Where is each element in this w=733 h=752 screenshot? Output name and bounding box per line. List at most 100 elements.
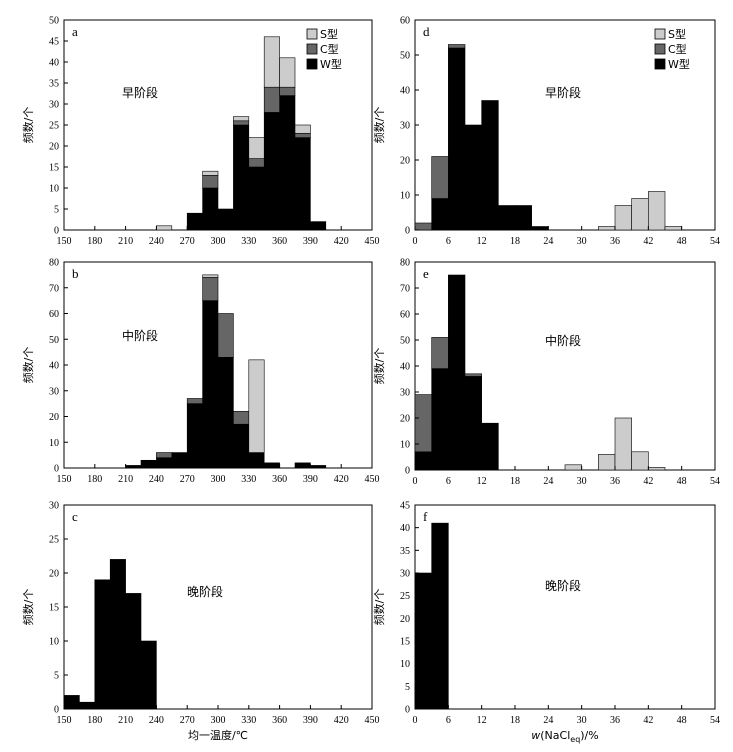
bar-d-W型-18: [514, 205, 532, 231]
x-tick-label: 12: [477, 715, 487, 726]
legend-swatch: [306, 58, 318, 70]
bar-d-S型-33: [598, 226, 616, 231]
x-tick-label: 12: [477, 476, 487, 487]
bar-b-W型-330: [248, 452, 265, 469]
y-tick-label: 30: [49, 386, 59, 397]
bar-d-W型-6: [448, 47, 466, 231]
y-tick-label: 10: [49, 637, 59, 648]
x-tick-label: 270: [180, 236, 195, 247]
y-axis-label: 频数/个: [21, 107, 35, 144]
y-tick-label: 25: [49, 535, 59, 546]
y-tick-label: 10: [400, 191, 410, 202]
x-tick-label: 240: [149, 236, 164, 247]
y-tick-label: 10: [49, 438, 59, 449]
y-tick-label: 50: [49, 335, 59, 346]
y-tick-label: 45: [49, 37, 59, 48]
bar-a-S型-345: [263, 36, 280, 88]
y-tick-label: 20: [49, 569, 59, 580]
bar-a-W型-360: [279, 95, 296, 231]
panel-label: e: [423, 266, 429, 281]
x-tick-label: 450: [365, 236, 380, 247]
stage-label: 中阶段: [545, 333, 581, 348]
x-tick-label: 300: [211, 474, 226, 485]
x-tick-label: 42: [643, 715, 653, 726]
x-tick-label: 48: [677, 236, 687, 247]
bar-d-C型-6: [448, 44, 466, 49]
bar-c-W型-165: [79, 701, 96, 710]
y-tick-label: 40: [400, 86, 410, 97]
y-tick-label: 25: [49, 121, 59, 132]
x-tick-label: 360: [272, 715, 287, 726]
y-tick-label: 15: [49, 163, 59, 174]
x-tick-label: 54: [710, 715, 720, 726]
y-tick-label: 25: [400, 591, 410, 602]
y-tick-label: 50: [400, 51, 410, 62]
x-tick-label: 24: [543, 236, 553, 247]
x-tick-label: 6: [446, 476, 451, 487]
legend-swatch: [654, 58, 666, 70]
y-tick-label: 60: [49, 309, 59, 320]
x-tick-label: 48: [677, 715, 687, 726]
x-tick-label: 270: [180, 715, 195, 726]
bar-a-W型-375: [294, 137, 311, 231]
bar-b-W型-375: [294, 462, 311, 469]
bar-e-W型-6: [448, 274, 466, 471]
y-tick-label: 35: [49, 79, 59, 90]
x-axis-label: 均一温度/℃: [188, 728, 248, 742]
y-tick-label: 30: [400, 388, 410, 399]
bar-d-S型-36: [614, 205, 632, 231]
x-tick-label: 42: [643, 476, 653, 487]
x-tick-label: 390: [303, 715, 318, 726]
bar-b-C型-315: [233, 411, 250, 425]
bar-c-W型-210: [125, 593, 142, 710]
bar-b-W型-255: [171, 452, 188, 469]
bar-b-W型-225: [140, 459, 157, 469]
x-tick-label: 36: [610, 715, 620, 726]
bar-c-W型-180: [94, 579, 111, 710]
stage-label: 早阶段: [545, 85, 581, 100]
y-tick-label: 10: [49, 184, 59, 195]
x-tick-label: 18: [510, 236, 520, 247]
x-tick-label: 18: [510, 476, 520, 487]
legend-swatch: [654, 43, 666, 55]
x-tick-label: 0: [413, 236, 418, 247]
bar-e-S型-36: [614, 417, 632, 471]
x-tick-label: 420: [334, 715, 349, 726]
bar-a-C型-360: [279, 86, 296, 96]
y-tick-label: 0: [405, 466, 410, 477]
bar-b-C型-300: [217, 313, 234, 358]
x-tick-label: 24: [543, 476, 553, 487]
x-tick-label: 36: [610, 236, 620, 247]
bar-a-S型-375: [294, 124, 311, 134]
bar-b-C型-240: [156, 452, 173, 458]
bar-b-S型-285: [202, 274, 219, 278]
bar-a-C型-315: [233, 120, 250, 126]
y-tick-label: 20: [400, 156, 410, 167]
stage-label: 中阶段: [122, 328, 158, 343]
bar-b-W型-300: [217, 356, 234, 469]
x-tick-label: 390: [303, 474, 318, 485]
x-tick-label: 150: [57, 474, 72, 485]
bar-a-W型-330: [248, 166, 265, 231]
bar-a-S型-315: [233, 116, 250, 122]
x-tick-label: 450: [365, 474, 380, 485]
bar-d-W型-15: [498, 205, 516, 231]
x-tick-label: 54: [710, 476, 720, 487]
x-tick-label: 330: [241, 474, 256, 485]
y-tick-label: 5: [405, 682, 410, 693]
y-axis-label: 频数/个: [372, 348, 386, 385]
y-tick-label: 40: [400, 362, 410, 373]
plot-frame: [414, 504, 716, 710]
x-tick-label: 360: [272, 474, 287, 485]
y-tick-label: 5: [54, 205, 59, 216]
bar-b-W型-210: [125, 465, 142, 469]
y-axis-label: 频数/个: [21, 589, 35, 626]
bar-d-S型-39: [631, 198, 649, 231]
y-tick-label: 5: [54, 671, 59, 682]
bar-e-W型-9: [464, 376, 482, 471]
bar-a-W型-285: [202, 187, 219, 231]
x-tick-label: 300: [211, 236, 226, 247]
y-tick-label: 50: [49, 16, 59, 27]
x-tick-label: 240: [149, 715, 164, 726]
